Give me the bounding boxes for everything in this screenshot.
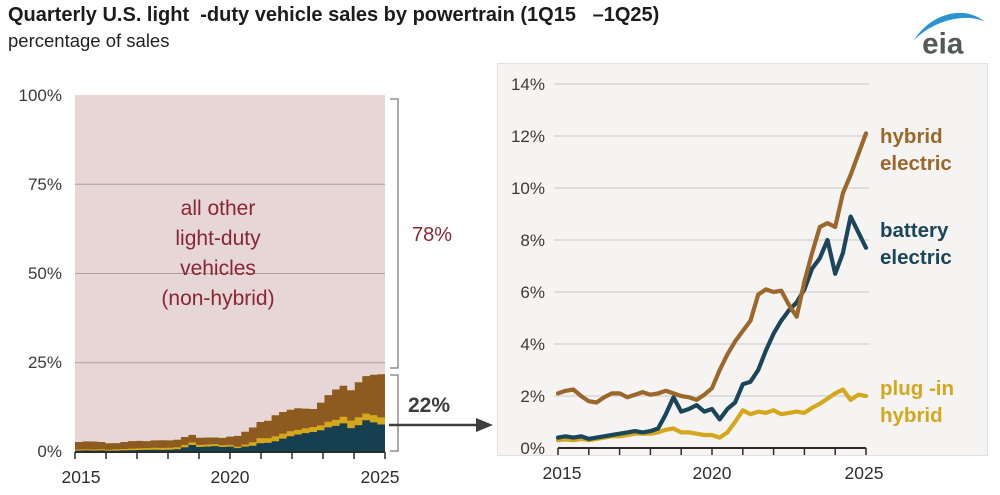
right-gridlines: [554, 83, 869, 397]
stacked-areas: [75, 374, 385, 452]
right-ytick-14: 14%: [511, 75, 545, 94]
right-x-axis: [557, 447, 867, 455]
hybrid-label-line2: electric: [880, 152, 952, 175]
right-ytick-4: 4%: [520, 335, 545, 354]
page-title: Quarterly U.S. light -duty vehicle sales…: [8, 4, 660, 26]
page-subtitle: percentage of sales: [8, 30, 170, 51]
right-ytick-10: 10%: [511, 179, 545, 198]
line-chart: 14% 12% 10% 8% 6% 4% 2% 0% 2015 2020 202…: [511, 75, 954, 483]
left-x-axis: [74, 451, 386, 459]
left-xtick-2025: 2025: [361, 467, 400, 487]
arrow-head-icon: [476, 418, 493, 432]
battery-label-line2: electric: [880, 246, 952, 269]
right-ytick-2: 2%: [520, 387, 545, 406]
right-ytick-6: 6%: [520, 283, 545, 302]
plugin-label-line1: plug -in: [880, 377, 954, 400]
left-ytick-75: 75%: [28, 175, 62, 194]
other-label-line1: all other: [181, 197, 256, 220]
eia-logo: eia: [912, 5, 986, 60]
right-chart-panel: 14% 12% 10% 8% 6% 4% 2% 0% 2015 2020 202…: [497, 63, 988, 483]
share-78-label: 78%: [412, 224, 452, 246]
left-xtick-2015: 2015: [62, 467, 101, 487]
other-label-line4: (non-hybrid): [161, 287, 274, 310]
eia-swoosh-icon: [913, 12, 986, 41]
left-ytick-25: 25%: [28, 353, 62, 372]
right-xtick-2025: 2025: [845, 463, 884, 483]
stacked-area-chart: 100% 75% 50% 25% 0% 2015 2020 2025 all o…: [19, 86, 493, 487]
right-ytick-8: 8%: [520, 231, 545, 250]
right-xtick-2015: 2015: [543, 463, 582, 483]
right-xtick-2020: 2020: [693, 463, 732, 483]
bracket-78: [390, 98, 399, 369]
plugin-label-line2: hybrid: [880, 404, 943, 427]
series-lines: [555, 131, 869, 443]
left-ytick-0: 0%: [37, 442, 62, 461]
bracket-22: [390, 374, 399, 452]
share-22-label: 22%: [408, 394, 450, 417]
left-xtick-2020: 2020: [211, 467, 250, 487]
right-ytick-0: 0%: [520, 439, 545, 458]
left-ytick-100: 100%: [19, 86, 62, 105]
battery-label-line1: battery: [880, 219, 949, 242]
left-ytick-50: 50%: [28, 264, 62, 283]
hybrid-label-line1: hybrid: [880, 125, 943, 148]
right-ytick-12: 12%: [511, 127, 545, 146]
other-label-line3: vehicles: [180, 257, 256, 280]
other-label-line2: light-duty: [175, 227, 261, 250]
eia-logo-text: eia: [922, 27, 964, 59]
left-gridlines: [75, 183, 385, 364]
